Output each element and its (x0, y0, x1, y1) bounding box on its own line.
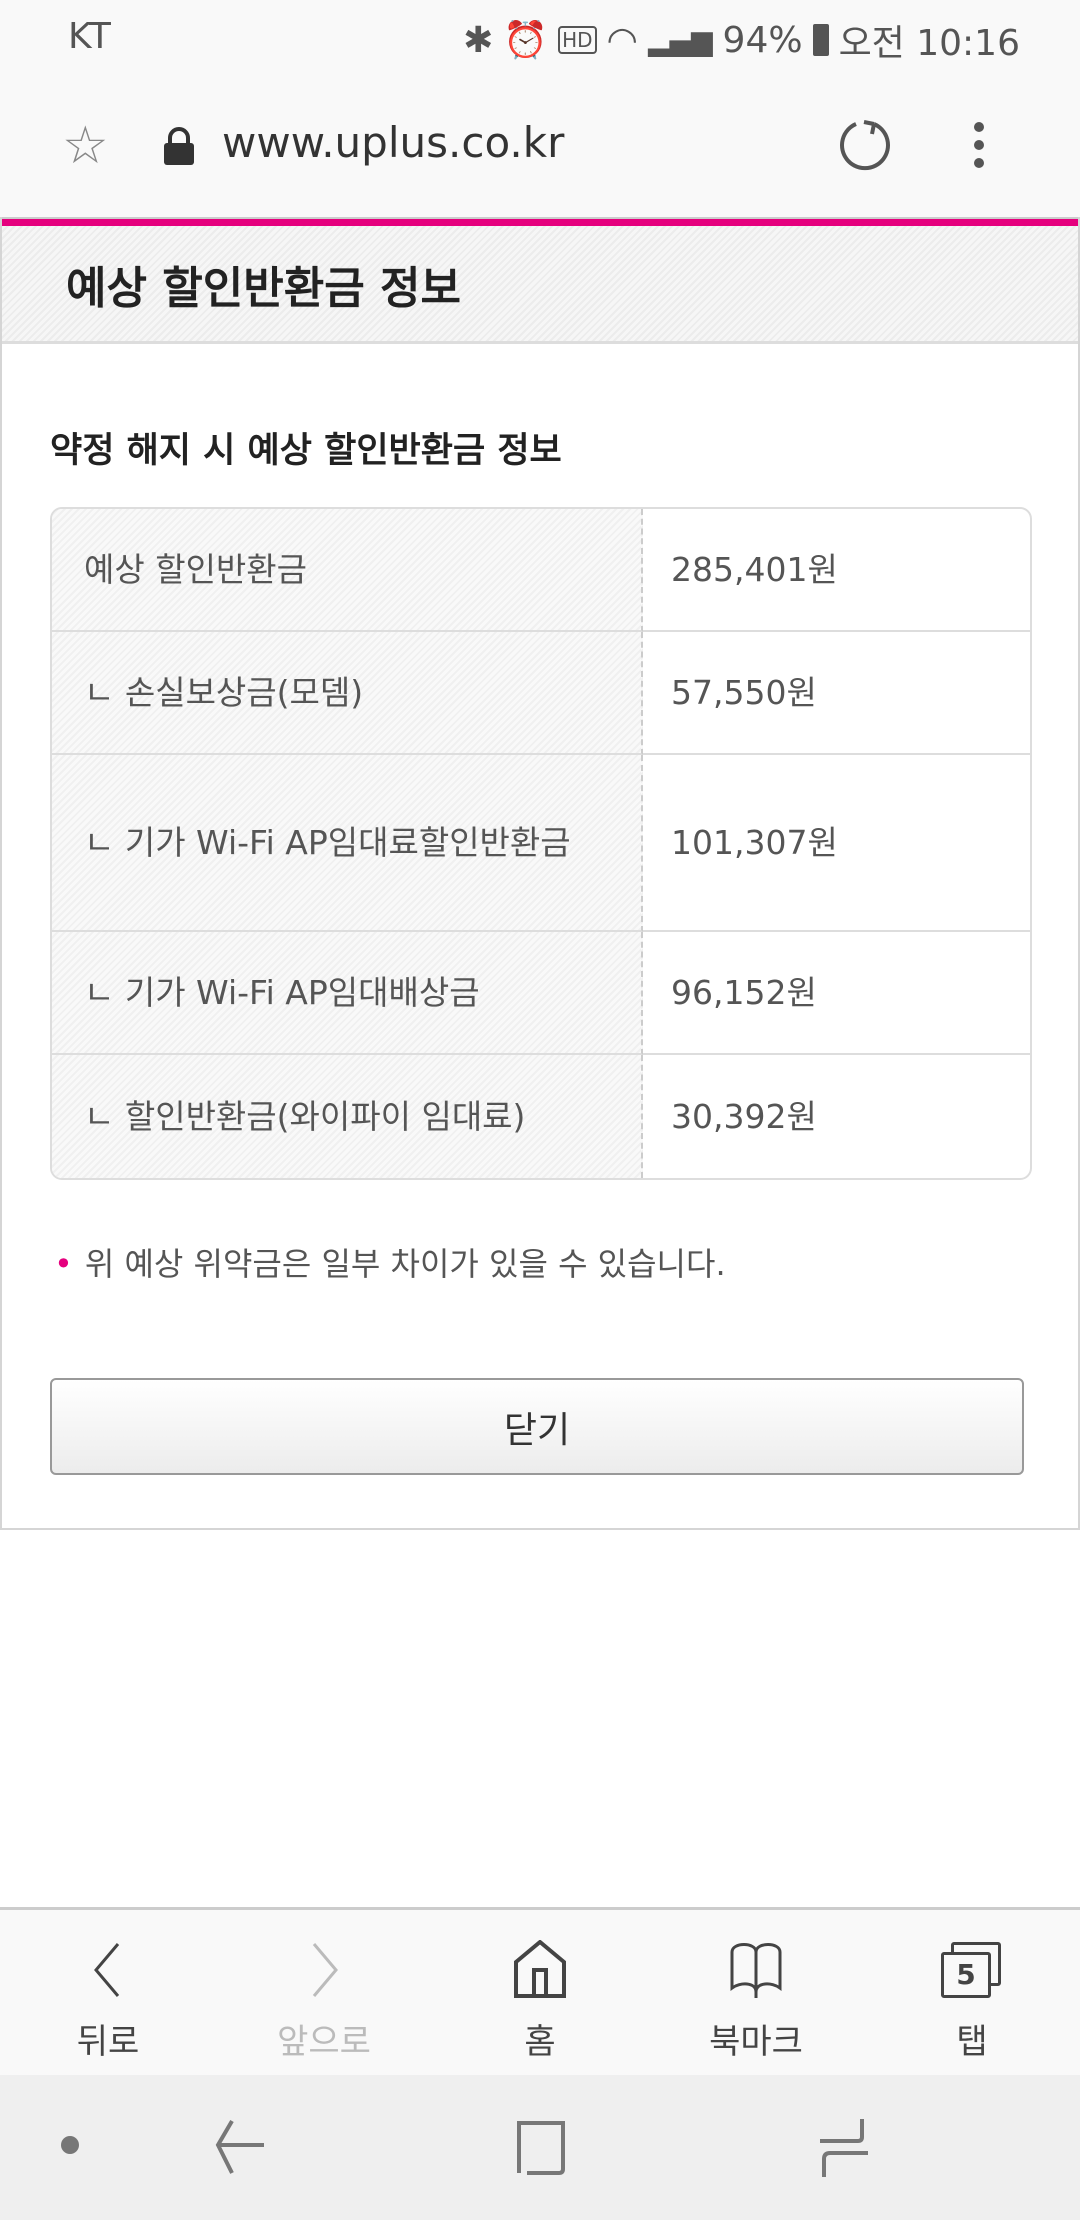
table-row: ㄴ 기가 Wi-Fi AP임대료할인반환금 101,307원 (52, 755, 1030, 932)
hd-voice-icon: HD (558, 26, 597, 54)
bluetooth-icon: ✱ (463, 19, 494, 61)
url-bar: ☆ www.uplus.co.kr (0, 70, 1080, 217)
forward-label: 앞으로 (277, 2022, 371, 2062)
home-icon (514, 1940, 566, 1998)
nav-back-icon[interactable] (210, 2119, 270, 2179)
table-row: ㄴ 할인반환금(와이파이 임대료) 30,392원 (52, 1055, 1030, 1178)
bookmarks-label: 북마크 (709, 2022, 803, 2062)
forward-button[interactable]: 앞으로 (216, 1910, 432, 2075)
table-row: 예상 할인반환금 285,401원 (52, 509, 1030, 632)
row-label: ㄴ 손실보상금(모뎀) (52, 632, 643, 755)
status-bar: KT ✱ ⏰ HD ◠ ▂▄▆ 94% 오전 10:16 (0, 0, 1080, 70)
row-label: ㄴ 기가 Wi-Fi AP임대배상금 (52, 932, 643, 1055)
table-row: ㄴ 손실보상금(모뎀) 57,550원 (52, 632, 1030, 755)
discount-refund-popup: 예상 할인반환금 정보 약정 해지 시 예상 할인반환금 정보 예상 할인반환금… (0, 217, 1080, 1530)
refund-table: 예상 할인반환금 285,401원 ㄴ 손실보상금(모뎀) 57,550원 ㄴ 기가… (50, 507, 1032, 1180)
tabs-icon: 5 (941, 1940, 1003, 2000)
row-value: 101,307원 (643, 755, 1030, 932)
clock: 오전 10:16 (838, 23, 1020, 64)
alarm-icon: ⏰ (503, 20, 549, 61)
close-button[interactable]: 닫기 (50, 1378, 1024, 1475)
row-value: 30,392원 (671, 1096, 817, 1136)
back-button[interactable]: 뒤로 (0, 1910, 216, 2075)
row-label: ㄴ 할인반환금(와이파이 임대료) (52, 1055, 643, 1178)
section-title: 약정 해지 시 예상 할인반환금 정보 (50, 431, 562, 471)
bookmark-star-icon[interactable]: ☆ (62, 116, 109, 176)
tabs-label: 탭 (956, 2022, 988, 2062)
lock-icon (164, 127, 194, 165)
system-nav-bar (0, 2075, 1080, 2220)
note-text: 위 예상 위약금은 일부 차이가 있을 수 있습니다. (84, 1245, 726, 1283)
chevron-left-icon (94, 1943, 120, 1997)
nav-recents-icon[interactable] (515, 2119, 567, 2175)
row-value: 96,152원 (643, 932, 1030, 1055)
row-label: ㄴ 기가 Wi-Fi AP임대료할인반환금 (52, 755, 643, 932)
back-label: 뒤로 (76, 2022, 140, 2062)
tab-count: 5 (941, 1952, 991, 1998)
nav-home-icon[interactable] (818, 2119, 872, 2177)
url-text[interactable]: www.uplus.co.kr (222, 118, 565, 167)
more-options-icon[interactable] (972, 120, 986, 170)
book-icon (730, 1943, 782, 1998)
home-button[interactable]: 홈 (432, 1910, 648, 2075)
battery-level: 94% (722, 19, 803, 61)
bookmarks-button[interactable]: 북마크 (648, 1910, 864, 2075)
popup-header: 예상 할인반환금 정보 (2, 226, 1078, 344)
home-label: 홈 (524, 2022, 556, 2062)
reload-icon[interactable] (836, 118, 892, 174)
row-label: 예상 할인반환금 (52, 509, 643, 632)
bullet-icon: • (54, 1245, 73, 1283)
chevron-right-icon (312, 1943, 338, 1997)
signal-icon: ▂▄▆ (647, 23, 713, 57)
accent-bar (2, 217, 1078, 226)
nav-dot-icon[interactable] (58, 2133, 82, 2157)
disclaimer-note: • 위 예상 위약금은 일부 차이가 있을 수 있습니다. (54, 1239, 726, 1285)
wifi-icon: ◠ (606, 19, 638, 61)
battery-icon (812, 24, 829, 56)
carrier: KT (68, 16, 111, 57)
popup-title: 예상 할인반환금 정보 (66, 262, 461, 314)
row-value: 57,550원 (643, 632, 1030, 755)
row-value: 285,401원 (643, 509, 1030, 632)
table-row: ㄴ 기가 Wi-Fi AP임대배상금 96,152원 (52, 932, 1030, 1055)
